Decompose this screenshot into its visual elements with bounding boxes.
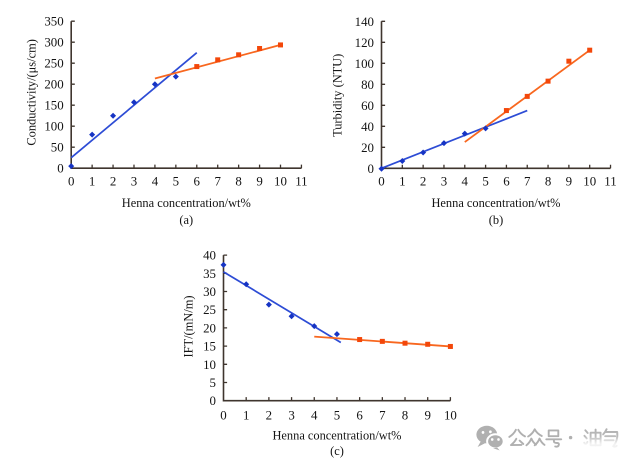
svg-text:100: 100 [355,57,374,71]
svg-text:10: 10 [583,175,596,189]
svg-text:7: 7 [524,175,531,189]
svg-text:100: 100 [44,120,63,134]
svg-text:5: 5 [482,175,488,189]
svg-text:5: 5 [173,175,179,189]
svg-text:8: 8 [545,175,551,189]
svg-text:Henna concentration/wt%: Henna concentration/wt% [431,196,560,210]
svg-text:2: 2 [110,175,116,189]
svg-text:60: 60 [361,99,374,113]
svg-text:20: 20 [203,321,216,335]
svg-text:0: 0 [220,408,226,422]
svg-text:3: 3 [288,408,294,422]
svg-text:1: 1 [89,175,95,189]
svg-text:Henna concentration/wt%: Henna concentration/wt% [122,196,251,210]
svg-text:140: 140 [355,15,374,29]
svg-text:30: 30 [203,285,216,299]
svg-text:5: 5 [334,408,340,422]
svg-text:(b): (b) [489,213,503,227]
svg-text:0: 0 [378,175,384,189]
svg-text:10: 10 [203,358,216,372]
svg-text:4: 4 [462,175,469,189]
svg-text:11: 11 [295,175,307,189]
svg-text:(a): (a) [179,213,193,227]
svg-text:Conductivity/(μs/cm): Conductivity/(μs/cm) [25,39,39,145]
svg-text:3: 3 [131,175,137,189]
svg-text:Henna concentration/wt%: Henna concentration/wt% [272,429,401,443]
svg-text:20: 20 [361,141,374,155]
svg-text:150: 150 [44,99,63,113]
svg-text:200: 200 [44,78,63,92]
svg-text:6: 6 [356,408,363,422]
svg-text:0: 0 [68,175,74,189]
svg-text:15: 15 [203,340,216,354]
svg-text:Turbidity (NTU): Turbidity (NTU) [330,54,344,137]
svg-text:7: 7 [214,175,221,189]
svg-text:350: 350 [44,15,63,29]
svg-text:IFT/(mN/m): IFT/(mN/m) [182,296,196,358]
svg-text:4: 4 [311,408,318,422]
svg-text:5: 5 [210,376,216,390]
svg-text:10: 10 [274,175,287,189]
svg-text:1: 1 [399,175,405,189]
svg-text:300: 300 [44,36,63,50]
svg-text:0: 0 [57,162,63,176]
svg-text:3: 3 [441,175,447,189]
svg-text:9: 9 [566,175,572,189]
svg-text:250: 250 [44,57,63,71]
svg-text:2: 2 [420,175,426,189]
svg-text:0: 0 [368,162,374,176]
svg-text:1: 1 [243,408,249,422]
svg-text:0: 0 [210,394,216,408]
svg-text:40: 40 [361,120,374,134]
svg-text:8: 8 [402,408,408,422]
svg-text:10: 10 [444,408,457,422]
svg-text:8: 8 [235,175,241,189]
svg-text:4: 4 [152,175,159,189]
svg-text:50: 50 [51,141,64,155]
svg-text:40: 40 [203,249,216,263]
svg-text:7: 7 [379,408,386,422]
svg-text:80: 80 [361,78,374,92]
svg-text:120: 120 [355,36,374,50]
svg-text:25: 25 [203,303,216,317]
svg-text:9: 9 [424,408,430,422]
svg-text:2: 2 [266,408,272,422]
svg-text:6: 6 [503,175,510,189]
svg-text:6: 6 [194,175,201,189]
svg-text:35: 35 [203,267,216,281]
svg-text:11: 11 [604,175,616,189]
svg-text:(c): (c) [330,444,344,458]
svg-text:9: 9 [256,175,262,189]
